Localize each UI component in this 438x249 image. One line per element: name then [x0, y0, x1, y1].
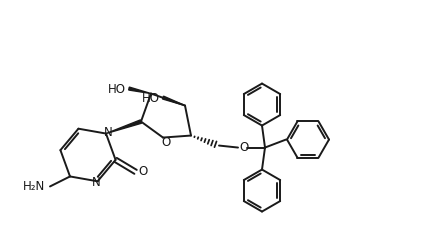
Polygon shape	[106, 120, 141, 133]
Polygon shape	[128, 87, 151, 94]
Text: HO: HO	[141, 92, 159, 105]
Text: O: O	[138, 165, 147, 178]
Text: N: N	[103, 126, 112, 139]
Text: HO: HO	[108, 83, 126, 96]
Text: O: O	[239, 141, 248, 154]
Text: H₂N: H₂N	[23, 180, 45, 193]
Text: O: O	[161, 136, 170, 149]
Text: N: N	[92, 176, 101, 189]
Polygon shape	[162, 96, 184, 106]
